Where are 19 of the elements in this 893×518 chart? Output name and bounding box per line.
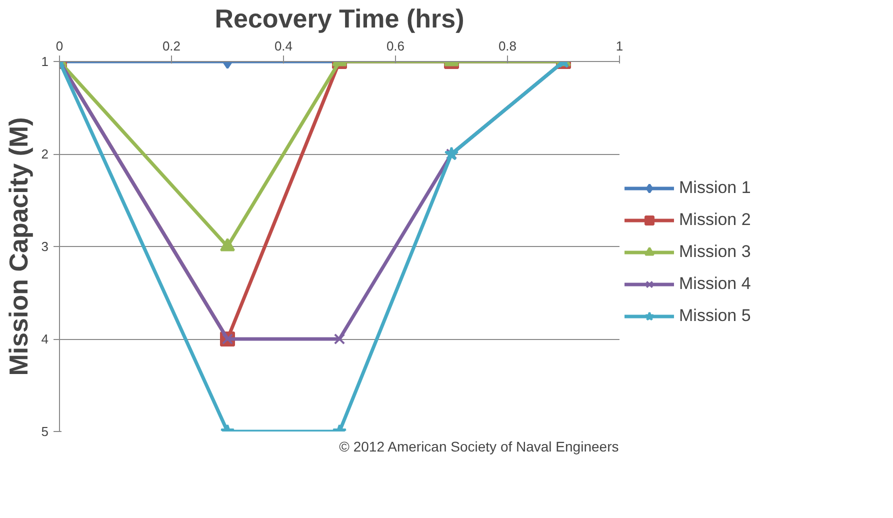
x-axis-title: Recovery Time (hrs)	[214, 4, 464, 34]
x-tick-label: 0.8	[498, 38, 517, 54]
y-axis-title: Mission Capacity (M)	[3, 117, 34, 376]
y-tick-label: 5	[41, 424, 49, 439]
x-tick-label: 0.6	[386, 38, 405, 54]
x-tick-label: 1	[616, 38, 624, 54]
legend-label: Mission 1	[679, 178, 751, 198]
text: © 2012 American Society of Naval Engineers	[339, 438, 619, 454]
y-tick-label: 2	[41, 146, 49, 162]
x-tick-label: 0.2	[162, 38, 181, 54]
legend-label: Mission 5	[679, 306, 751, 326]
x-tick-label: 0.4	[274, 38, 293, 54]
y-tick-label: 3	[41, 239, 49, 254]
y-tick-label: 4	[41, 332, 49, 346]
legend-label: Mission 4	[679, 274, 751, 294]
y-tick-label: 1	[41, 54, 49, 69]
legend-label: Mission 2	[679, 210, 751, 230]
x-tick-label: 0	[56, 38, 64, 54]
legend-label: Mission 3	[679, 242, 751, 262]
